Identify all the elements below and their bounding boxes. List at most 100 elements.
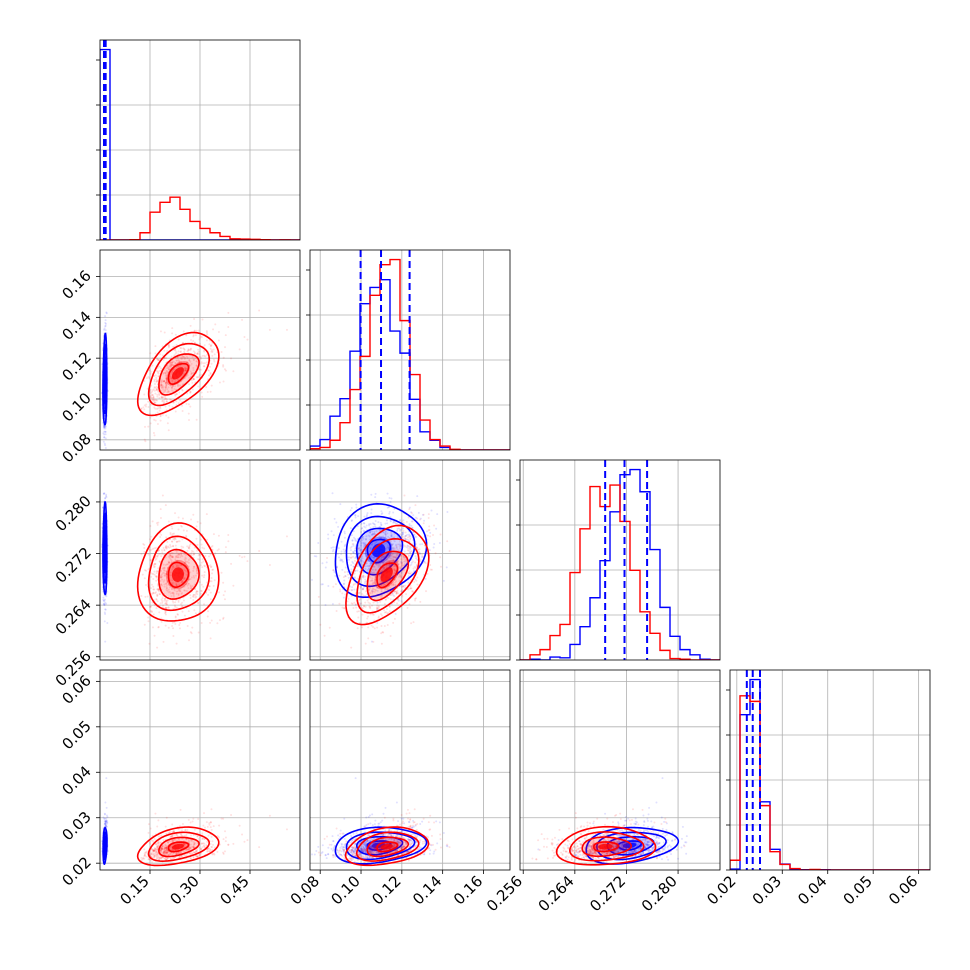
scatter-point — [182, 355, 185, 358]
scatter-point — [399, 575, 402, 578]
scatter-point — [184, 583, 187, 586]
scatter-point — [364, 580, 367, 583]
scatter-point — [414, 597, 417, 600]
scatter-point — [402, 585, 405, 588]
scatter-point — [150, 548, 153, 551]
scatter-point — [379, 613, 382, 616]
scatter-point — [350, 564, 353, 567]
scatter-point — [157, 589, 160, 592]
scatter-point — [413, 533, 416, 536]
scatter-point — [104, 437, 107, 440]
scatter-point — [327, 585, 330, 588]
scatter-point — [232, 584, 235, 587]
scatter-point — [341, 592, 344, 595]
scatter-point — [190, 379, 193, 382]
scatter-point — [167, 390, 170, 393]
scatter-point — [175, 393, 178, 396]
scatter-point — [354, 555, 357, 558]
scatter-point — [181, 341, 184, 344]
scatter-point — [105, 777, 108, 780]
scatter-point — [149, 422, 152, 425]
scatter-point — [390, 583, 393, 586]
scatter-point — [171, 556, 174, 559]
scatter-point — [380, 556, 383, 559]
scatter-point — [408, 603, 411, 606]
scatter-point — [142, 406, 145, 409]
scatter-point — [200, 391, 203, 394]
scatter-point — [174, 616, 177, 619]
scatter-point — [166, 563, 169, 566]
scatter-point — [227, 533, 230, 536]
scatter-point — [192, 553, 195, 556]
scatter-point — [167, 386, 170, 389]
scatter-point — [222, 617, 225, 620]
scatter-point — [172, 556, 175, 559]
scatter-point — [357, 591, 360, 594]
scatter-point — [191, 585, 194, 588]
scatter-point — [207, 610, 210, 613]
scatter-point — [363, 582, 366, 585]
scatter-point — [209, 591, 212, 594]
scatter-point — [165, 536, 168, 539]
scatter-point — [161, 399, 164, 402]
scatter-point — [357, 547, 360, 550]
scatter-point — [393, 507, 396, 510]
scatter-point — [364, 575, 367, 578]
scatter-point — [412, 514, 415, 517]
scatter-point — [362, 594, 365, 597]
scatter-point — [224, 369, 227, 372]
scatter-point — [158, 593, 161, 596]
scatter-point — [191, 355, 194, 358]
scatter-point — [397, 527, 400, 530]
scatter-point — [211, 354, 214, 357]
scatter-point — [367, 534, 370, 537]
scatter-point — [407, 572, 410, 575]
scatter-point — [193, 609, 196, 612]
scatter-point — [164, 395, 167, 398]
scatter-point — [379, 536, 382, 539]
scatter-point — [406, 538, 409, 541]
scatter-point — [171, 380, 174, 383]
scatter-point — [195, 364, 198, 367]
scatter-point — [158, 549, 161, 552]
scatter-point — [162, 372, 165, 375]
scatter-point — [180, 524, 183, 527]
scatter-point — [238, 554, 241, 557]
scatter-point — [380, 524, 383, 527]
scatter-point — [156, 389, 159, 392]
scatter-point — [241, 556, 244, 559]
scatter-point — [285, 535, 288, 538]
scatter-point — [222, 380, 225, 383]
contour-line — [355, 527, 404, 576]
contour-line — [366, 538, 392, 564]
scatter-point — [203, 344, 206, 347]
scatter-point — [191, 381, 194, 384]
scatter-point — [160, 598, 163, 601]
scatter-point — [354, 559, 357, 562]
scatter-point — [364, 543, 367, 546]
scatter-point — [171, 389, 174, 392]
scatter-point — [185, 529, 188, 532]
scatter-point — [352, 552, 355, 555]
scatter-point — [172, 564, 175, 567]
scatter-point — [103, 442, 106, 445]
scatter-point — [192, 565, 195, 568]
scatter-point — [175, 554, 178, 557]
scatter-point — [203, 350, 206, 353]
scatter-point — [424, 577, 427, 580]
scatter-point — [174, 623, 177, 626]
scatter-point — [104, 497, 107, 500]
scatter-point — [359, 549, 362, 552]
scatter-point — [174, 385, 177, 388]
scatter-point — [165, 377, 168, 380]
scatter-point — [196, 352, 199, 355]
scatter-point — [172, 635, 175, 638]
scatter-point — [389, 635, 392, 638]
scatter-point — [423, 519, 426, 522]
scatter-point — [403, 556, 406, 559]
scatter-point — [356, 525, 359, 528]
scatter-point — [167, 366, 170, 369]
scatter-point — [409, 584, 412, 587]
scatter-point — [392, 621, 395, 624]
scatter-point — [181, 389, 184, 392]
